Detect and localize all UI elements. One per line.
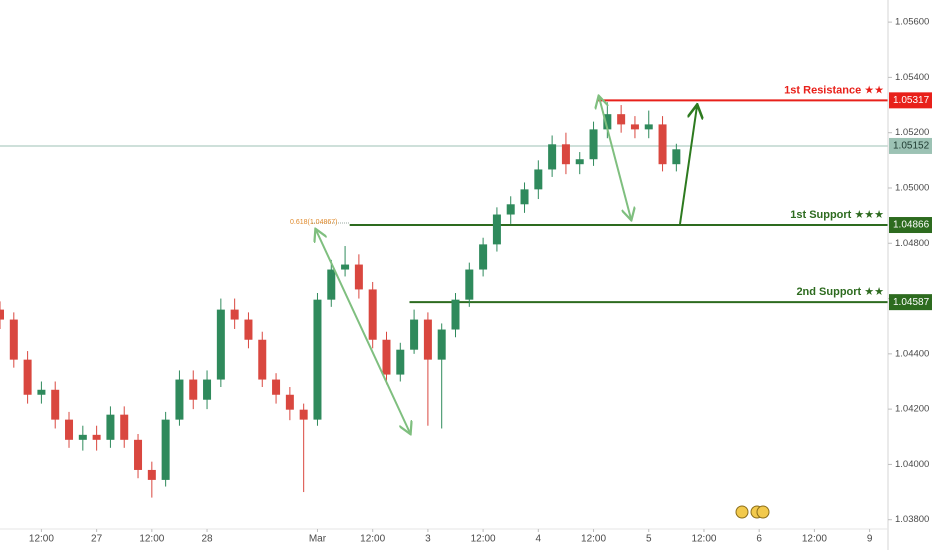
candle-body xyxy=(354,264,363,290)
x-tick-label: 12:00 xyxy=(471,534,496,545)
candle-body xyxy=(575,159,584,165)
candle-body xyxy=(492,214,501,245)
candle-body xyxy=(534,169,543,190)
last-price-box xyxy=(889,137,932,154)
candle-body xyxy=(451,299,460,330)
candle-body xyxy=(175,379,184,420)
pattern-arrow xyxy=(599,97,631,219)
level-price-label: 1.04587 xyxy=(893,297,930,308)
y-tick-label: 1.05000 xyxy=(895,182,929,193)
candle-body xyxy=(672,149,681,165)
candle-body xyxy=(658,124,667,165)
candle-body xyxy=(630,124,639,130)
y-tick-label: 1.05400 xyxy=(895,72,929,83)
x-tick-label: 5 xyxy=(646,534,652,545)
candle-body xyxy=(92,434,101,440)
candle-body xyxy=(230,309,239,320)
candle-body xyxy=(203,379,212,400)
level-price-label: 1.05317 xyxy=(893,95,930,106)
candle-body xyxy=(299,409,308,420)
x-tick-label: 12:00 xyxy=(691,534,716,545)
x-tick-label: 3 xyxy=(425,534,431,545)
candle-body xyxy=(78,434,87,440)
candle-body xyxy=(313,299,322,420)
candle-body xyxy=(216,309,225,380)
candle-body xyxy=(479,244,488,270)
x-tick-label: 12:00 xyxy=(139,534,164,545)
candle-body xyxy=(65,419,74,440)
candle-body xyxy=(396,349,405,375)
candle-body xyxy=(161,419,170,480)
candle-body xyxy=(120,414,129,440)
candle-body xyxy=(272,379,281,395)
candle-body xyxy=(189,379,198,400)
arrows-layer xyxy=(316,97,697,433)
x-tick-label: 4 xyxy=(536,534,542,545)
candle-body xyxy=(382,339,391,375)
candle-body xyxy=(0,309,4,320)
y-tick-label: 1.04200 xyxy=(895,404,929,415)
x-tick-label: 6 xyxy=(756,534,762,545)
level-price-box xyxy=(889,294,932,311)
candle-body xyxy=(561,144,570,165)
candle-body xyxy=(258,339,267,380)
y-tick-label: 1.05200 xyxy=(895,127,929,138)
x-tick-label: 12:00 xyxy=(802,534,827,545)
levels-layer: 1st Resistance ★★ 1st Support ★★★ 0.618(1.… xyxy=(0,84,888,304)
candle-body xyxy=(368,289,377,340)
x-tick-label: 9 xyxy=(867,534,873,545)
x-tick-label: Mar xyxy=(309,534,327,545)
candle-body xyxy=(327,269,336,300)
event-icon[interactable] xyxy=(756,505,770,519)
candle-body xyxy=(506,204,515,215)
x-tick-label: 12:00 xyxy=(360,534,385,545)
level-name: 1st Resistance ★★ xyxy=(784,84,884,96)
candle-body xyxy=(51,389,60,420)
candle-body xyxy=(147,469,156,480)
y-tick-label: 1.03800 xyxy=(895,514,929,525)
level-price-label: 1.04866 xyxy=(893,220,930,231)
candle-body xyxy=(589,129,598,160)
candle-body xyxy=(9,319,18,360)
event-icon[interactable] xyxy=(735,505,749,519)
candle-body xyxy=(437,329,446,360)
candle-body xyxy=(520,189,529,205)
x-tick-label: 12:00 xyxy=(581,534,606,545)
y-tick-label: 1.04000 xyxy=(895,459,929,470)
candle-body xyxy=(37,389,46,395)
fib-label: 0.618(1.04867) xyxy=(290,219,337,226)
level-price-box xyxy=(889,217,932,234)
x-tick-label: 27 xyxy=(91,534,103,545)
y-tick-label: 1.04800 xyxy=(895,238,929,249)
axis-layer: 1.056001.054001.052001.050001.048001.046… xyxy=(29,17,932,545)
candle-body xyxy=(106,414,115,440)
candle-body xyxy=(617,114,626,125)
candle-body xyxy=(244,319,253,340)
candle-body xyxy=(285,394,294,410)
candle-body xyxy=(23,359,32,395)
pattern-arrow xyxy=(316,230,410,433)
candle-body xyxy=(410,319,419,350)
y-tick-label: 1.04400 xyxy=(895,348,929,359)
target-arrow xyxy=(679,106,697,225)
candle-body xyxy=(341,264,350,270)
event-icons xyxy=(735,505,770,519)
level-name: 2nd Support ★★ xyxy=(796,286,884,298)
x-tick-label: 28 xyxy=(201,534,213,545)
x-tick-label: 12:00 xyxy=(29,534,54,545)
candle-body xyxy=(465,269,474,300)
candle-body xyxy=(644,124,653,130)
candle-body xyxy=(423,319,432,360)
candle-body xyxy=(134,439,143,470)
level-name: 1st Support ★★★ xyxy=(790,209,884,221)
level-price-box xyxy=(889,92,932,109)
candle-body xyxy=(548,144,557,170)
y-tick-label: 1.05600 xyxy=(895,17,929,28)
last-price-label: 1.05152 xyxy=(893,141,930,152)
